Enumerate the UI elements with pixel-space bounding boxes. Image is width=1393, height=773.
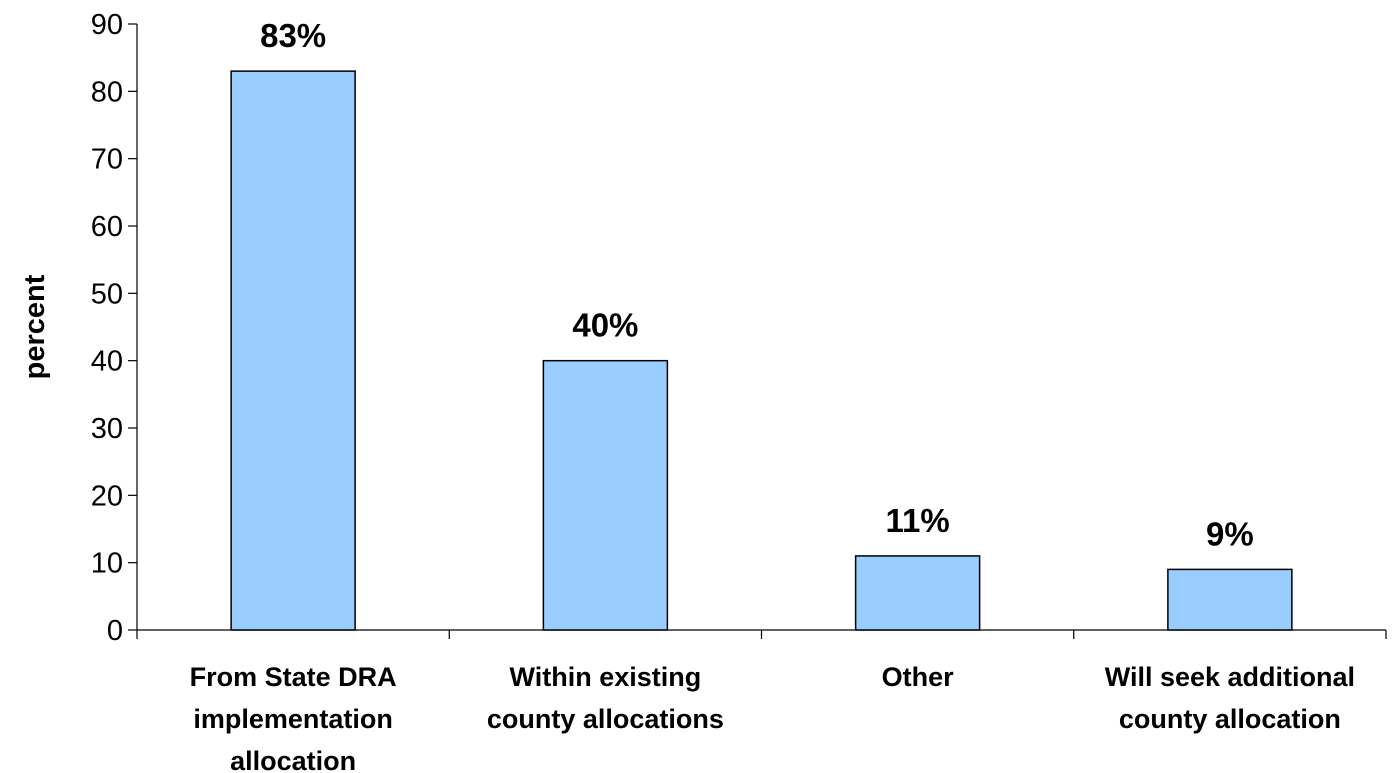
bar <box>1167 568 1293 631</box>
y-tick-label: 10 <box>91 548 123 580</box>
bar <box>230 70 356 631</box>
category-label: implementation <box>193 704 393 734</box>
y-axis: 0 10 20 30 40 50 60 70 80 90 <box>91 9 138 647</box>
category-labels: From State DRA implementation allocation Wi… <box>190 662 1355 773</box>
x-axis <box>136 629 1387 639</box>
category-label: Will seek additional <box>1105 662 1355 692</box>
y-tick-label: 20 <box>91 480 123 512</box>
y-tick-label: 70 <box>91 144 123 176</box>
bar <box>854 555 981 631</box>
data-label: 9% <box>1206 515 1254 552</box>
bar <box>542 359 669 631</box>
category-label: county allocations <box>487 704 724 734</box>
category-label: Within existing <box>509 662 701 692</box>
data-labels: 83% 40% 11% 9% <box>260 17 1254 552</box>
category-label: From State DRA <box>190 662 397 692</box>
category-label: Other <box>882 662 955 692</box>
y-tick-label: 30 <box>91 413 123 445</box>
data-label: 11% <box>886 502 950 539</box>
data-label: 83% <box>260 17 326 54</box>
category-label: county allocation <box>1119 704 1341 734</box>
data-label: 40% <box>572 307 638 344</box>
y-tick-label: 90 <box>91 9 123 41</box>
y-axis-title: percent <box>19 274 51 379</box>
category-label: allocation <box>230 746 356 773</box>
y-tick-label: 0 <box>107 615 123 647</box>
y-tick-label: 50 <box>91 278 123 310</box>
bars <box>230 70 1293 631</box>
y-tick-label: 60 <box>91 211 123 243</box>
y-tick-label: 80 <box>91 76 123 108</box>
y-tick-label: 40 <box>91 346 123 378</box>
